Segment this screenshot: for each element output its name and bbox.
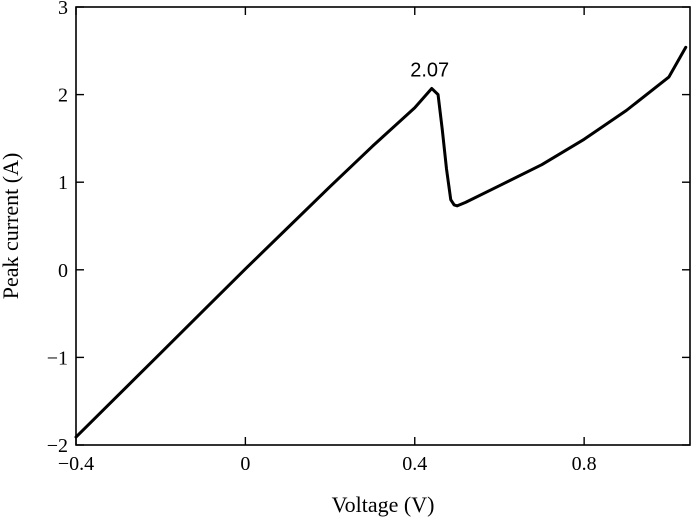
y-tick-label: 1 xyxy=(58,172,68,194)
y-tick-label: −2 xyxy=(47,435,68,457)
y-tick-label: −1 xyxy=(47,347,68,369)
y-tick-label: 3 xyxy=(58,0,68,19)
x-tick-label: −0.4 xyxy=(58,453,94,475)
plot-frame xyxy=(75,6,691,446)
series-group xyxy=(74,45,688,439)
y-axis-ticks: −2 −1 0 1 2 3 xyxy=(47,0,690,457)
y-axis-title: Peak current (A) xyxy=(0,153,23,300)
x-tick-label: 0.4 xyxy=(402,453,427,475)
x-tick-label: 0.8 xyxy=(572,453,597,475)
y-tick-label: 2 xyxy=(58,85,68,107)
x-axis-ticks: −0.4 0 0.4 0.8 xyxy=(58,7,597,475)
x-tick-label: 0 xyxy=(240,453,250,475)
y-tick-label: 0 xyxy=(58,260,68,282)
x-axis-title: Voltage (V) xyxy=(332,492,435,517)
peak-current-series xyxy=(74,45,688,439)
peak-value-annotation: 2.07 xyxy=(410,59,449,81)
annotation-group: 2.07 xyxy=(410,59,449,81)
